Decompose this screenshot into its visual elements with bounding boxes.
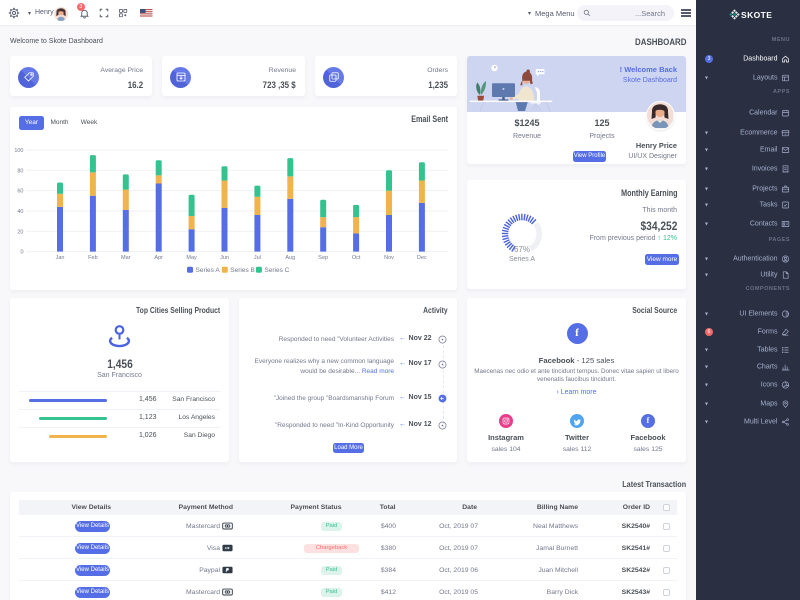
svg-text:Jan: Jan [56,255,65,261]
svg-text:0: 0 [20,250,23,256]
svg-text:Feb: Feb [88,255,97,261]
svg-text:Sep: Sep [318,255,328,261]
svg-text:Apr: Apr [154,255,163,261]
svg-text:Oct: Oct [352,255,361,261]
svg-text:Aug: Aug [285,255,295,261]
svg-text:100: 100 [14,148,23,154]
svg-text:80: 80 [17,168,23,174]
svg-text:Jul: Jul [254,255,261,261]
svg-text:40: 40 [17,209,23,215]
svg-text:60: 60 [17,189,23,195]
svg-text:May: May [186,255,197,261]
svg-text:Series C: Series C [264,267,289,274]
svg-text:Series B: Series B [230,267,255,274]
svg-text:Series A: Series A [196,267,221,274]
svg-text:Dec: Dec [417,255,427,261]
svg-text:Jun: Jun [220,255,229,261]
svg-text:Nov: Nov [384,255,394,261]
svg-text:20: 20 [17,229,23,235]
svg-text:Mar: Mar [121,255,131,261]
